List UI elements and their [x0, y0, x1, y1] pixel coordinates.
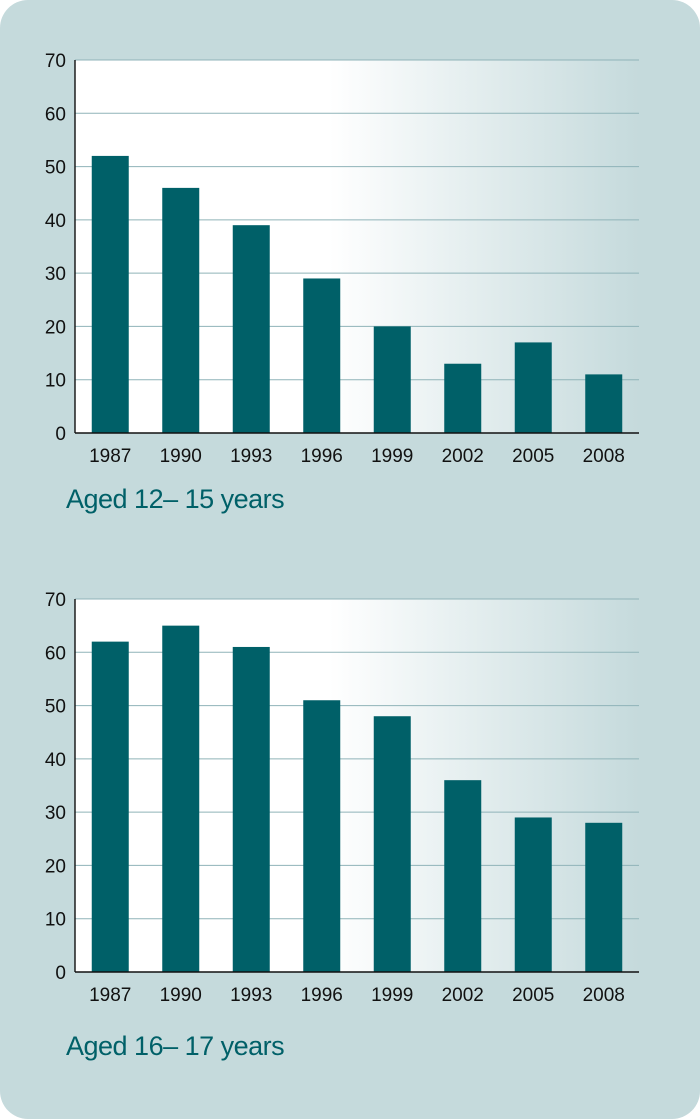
- x-tick-label: 1987: [89, 985, 131, 1006]
- y-tick-label: 40: [45, 211, 66, 232]
- x-tick-label: 1996: [301, 446, 343, 467]
- bar-2005: [514, 817, 552, 972]
- chart-title-aged-12-15: Aged 12– 15 years: [66, 484, 285, 514]
- y-tick-label: 60: [45, 104, 66, 125]
- y-tick-label: 50: [45, 697, 66, 718]
- bar-1993: [232, 225, 270, 433]
- x-tick-label: 1990: [160, 446, 202, 467]
- bar-2008: [585, 374, 623, 433]
- x-tick-label: 2002: [442, 446, 484, 467]
- bar-1993: [232, 646, 270, 972]
- bar-1996: [303, 278, 341, 433]
- x-tick-label: 2008: [583, 985, 625, 1006]
- y-tick-label: 40: [45, 750, 66, 771]
- bar-1990: [162, 187, 200, 433]
- y-tick-label: 20: [45, 317, 66, 338]
- x-tick-label: 1987: [89, 446, 131, 467]
- bar-1999: [373, 326, 411, 433]
- y-tick-label: 20: [45, 856, 66, 877]
- y-tick-label: 0: [55, 424, 66, 445]
- y-tick-label: 10: [45, 371, 66, 392]
- x-tick-label: 1990: [160, 985, 202, 1006]
- y-tick-label: 60: [45, 643, 66, 664]
- bar-1996: [303, 700, 341, 972]
- chart-title-aged-16-17: Aged 16– 17 years: [66, 1031, 285, 1061]
- y-tick-label: 70: [45, 590, 66, 611]
- x-tick-label: 2002: [442, 985, 484, 1006]
- x-tick-label: 1996: [301, 985, 343, 1006]
- bar-1999: [373, 716, 411, 972]
- y-tick-label: 30: [45, 264, 66, 285]
- plot-area: [75, 599, 639, 972]
- bar-2005: [514, 342, 552, 433]
- x-tick-label: 2008: [583, 446, 625, 467]
- x-tick-label: 1993: [230, 985, 272, 1006]
- x-tick-label: 2005: [512, 446, 554, 467]
- x-tick-label: 1999: [371, 446, 413, 467]
- bar-1990: [162, 625, 200, 972]
- x-tick-label: 1999: [371, 985, 413, 1006]
- bar-2002: [444, 363, 482, 433]
- y-tick-label: 30: [45, 803, 66, 824]
- x-tick-label: 2005: [512, 985, 554, 1006]
- x-tick-label: 1993: [230, 446, 272, 467]
- y-tick-label: 0: [55, 963, 66, 984]
- bar-1987: [91, 155, 129, 433]
- bar-2008: [585, 822, 623, 972]
- y-tick-label: 10: [45, 910, 66, 931]
- bar-1987: [91, 641, 129, 972]
- chart-aged-12-15: 0 10 20 30 40 50 60 70 1987 1990 1993 1996 1999 2002 2…: [45, 51, 639, 467]
- y-tick-label: 70: [45, 51, 66, 72]
- chart-aged-16-17: 0 10 20 30 40 50 60 70 1987 1990 1993 1996 1999 2002 2…: [45, 590, 639, 1006]
- bar-2002: [444, 780, 482, 972]
- y-tick-label: 50: [45, 158, 66, 179]
